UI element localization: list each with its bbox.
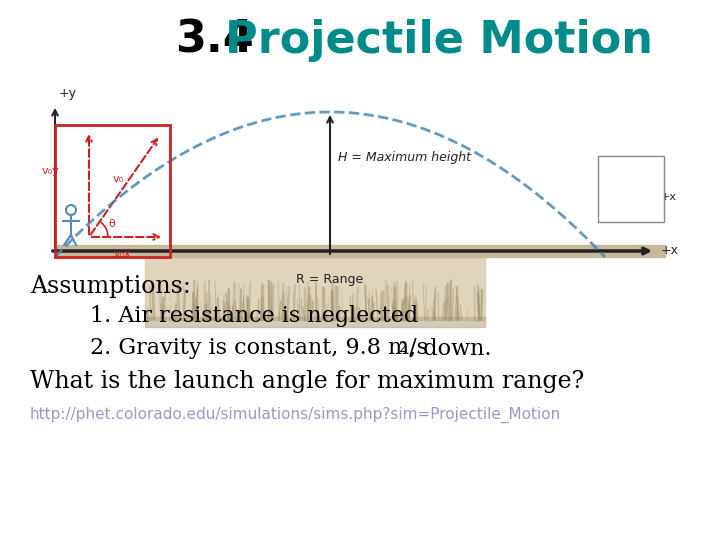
Text: H = Maximum height: H = Maximum height (338, 151, 471, 164)
Text: +y: +y (59, 87, 77, 100)
Text: θ: θ (108, 219, 114, 229)
Text: +x: +x (661, 245, 679, 258)
Text: v₀y: v₀y (41, 166, 59, 176)
Text: 1. Air resistance is neglected: 1. Air resistance is neglected (90, 305, 418, 327)
Text: v₀x: v₀x (114, 249, 132, 259)
Text: What is the launch angle for maximum range?: What is the launch angle for maximum ran… (30, 370, 584, 393)
Bar (598, 156, 664, 222)
Text: Assumptions:: Assumptions: (30, 275, 191, 298)
Text: 2: 2 (398, 341, 407, 355)
Text: 3.4: 3.4 (175, 18, 253, 62)
Bar (55, 245, 665, 257)
Text: , down.: , down. (409, 337, 492, 359)
Text: +x: +x (661, 192, 677, 202)
Bar (145, 257, 485, 320)
Text: R = Range: R = Range (297, 273, 364, 286)
Bar (145, 317, 485, 327)
Text: 2. Gravity is constant, 9.8 m/s: 2. Gravity is constant, 9.8 m/s (90, 337, 428, 359)
Text: v₀: v₀ (113, 174, 124, 184)
Text: Projectile Motion: Projectile Motion (225, 18, 653, 62)
Text: +y: +y (634, 160, 650, 170)
Bar (55, 125, 170, 257)
Text: http://phet.colorado.edu/simulations/sims.php?sim=Projectile_Motion: http://phet.colorado.edu/simulations/sim… (30, 407, 562, 423)
